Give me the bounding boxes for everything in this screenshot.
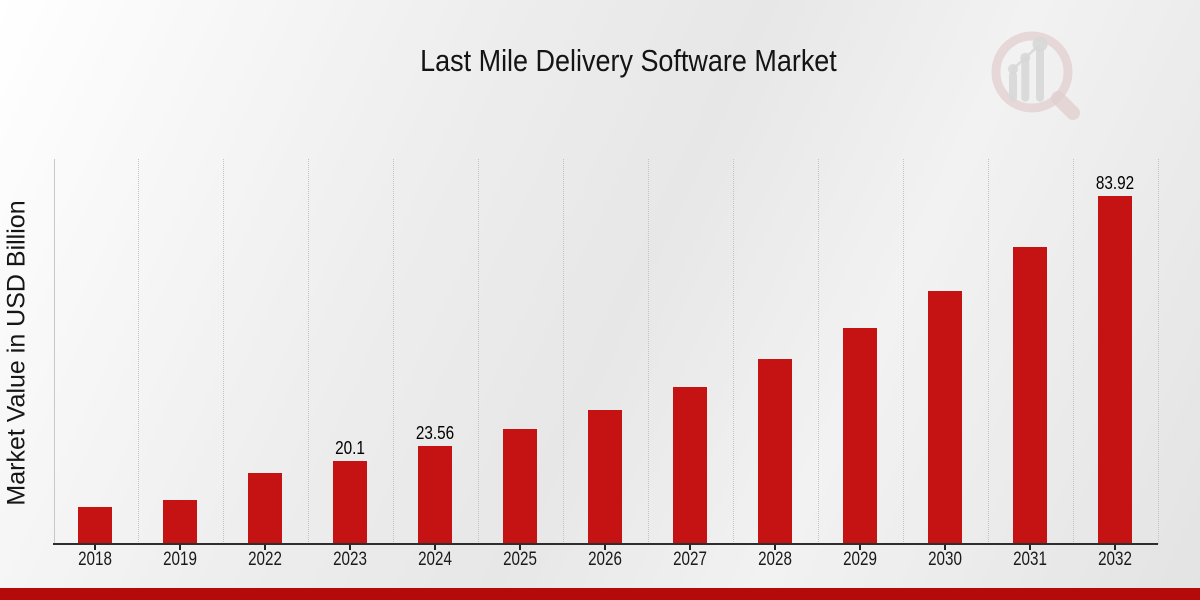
bar-2023 — [333, 460, 367, 544]
x-axis-tick — [434, 545, 436, 550]
x-tick-label-2029: 2029 — [843, 549, 877, 570]
x-axis-tick — [859, 545, 861, 550]
bar-2029 — [843, 327, 877, 544]
x-tick-label-2023: 2023 — [333, 549, 367, 570]
value-label-2024: 23.56 — [415, 423, 455, 444]
x-tick-label-2028: 2028 — [758, 549, 792, 570]
x-axis-tick — [179, 545, 181, 550]
value-label-2023: 20.1 — [335, 437, 365, 458]
gridline — [1157, 159, 1159, 544]
gridline — [647, 159, 649, 544]
x-axis-tick — [604, 545, 606, 550]
x-tick-label-2026: 2026 — [588, 549, 622, 570]
bar-2030 — [928, 290, 962, 544]
gridline — [987, 159, 989, 544]
x-axis-tick — [1114, 545, 1116, 550]
bar-2032 — [1098, 195, 1132, 544]
gridline — [137, 159, 139, 544]
magnifier-bar-chart-icon — [991, 31, 1080, 120]
x-axis-line — [52, 543, 1158, 545]
x-axis-tick — [1029, 545, 1031, 550]
x-axis-tick — [774, 545, 776, 550]
x-tick-label-2025: 2025 — [503, 549, 537, 570]
bar-2025 — [503, 429, 537, 544]
gridline — [222, 159, 224, 544]
bar-2028 — [758, 359, 792, 544]
x-tick-label-2030: 2030 — [928, 549, 962, 570]
gridline — [562, 159, 564, 544]
x-axis-tick — [349, 545, 351, 550]
x-axis-tick — [264, 545, 266, 550]
bar-2022 — [248, 473, 282, 544]
x-axis-tick — [689, 545, 691, 550]
x-axis-tick — [944, 545, 946, 550]
gridline — [392, 159, 394, 544]
x-tick-label-2022: 2022 — [248, 549, 282, 570]
gridline — [817, 159, 819, 544]
x-tick-label-2027: 2027 — [673, 549, 707, 570]
gridline — [477, 159, 479, 544]
x-tick-label-2024: 2024 — [418, 549, 452, 570]
bar-2026 — [588, 409, 622, 544]
x-tick-label-2031: 2031 — [1013, 549, 1047, 570]
bar-2031 — [1013, 246, 1047, 544]
bar-2019 — [163, 500, 197, 544]
gridline — [732, 159, 734, 544]
footer-accent-bar — [0, 588, 1200, 600]
gridline — [307, 159, 309, 544]
gridline — [902, 159, 904, 544]
y-axis-line — [54, 159, 55, 544]
x-axis-tick — [94, 545, 96, 550]
x-tick-label-2019: 2019 — [163, 549, 197, 570]
gridline — [1072, 159, 1074, 544]
value-label-2032: 83.92 — [1095, 172, 1135, 193]
x-tick-label-2032: 2032 — [1098, 549, 1132, 570]
bar-2027 — [673, 386, 707, 544]
x-tick-label-2018: 2018 — [78, 549, 112, 570]
x-axis-tick — [519, 545, 521, 550]
bar-2024 — [418, 446, 452, 544]
bar-2018 — [78, 507, 112, 544]
